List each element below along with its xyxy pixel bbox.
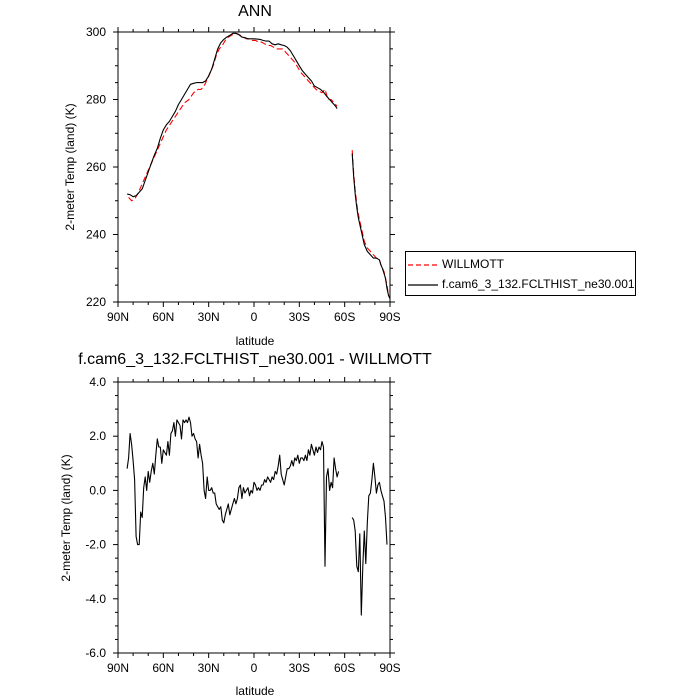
- series-0-line-segment-1: [351, 462, 388, 616]
- legend-swatch-solid-black: [408, 284, 438, 286]
- legend-item-willmott: WILLMOTT: [406, 256, 635, 276]
- y-tick-label: 260: [86, 160, 106, 174]
- legend-swatch-dashed-red: [408, 264, 438, 266]
- x-tick-label: 30N: [198, 310, 220, 324]
- y-tick-label: 4.0: [89, 375, 106, 389]
- top-plot-frame: [117, 31, 391, 303]
- y-tick-label: -2.0: [85, 538, 106, 552]
- bottom-plot-frame: [117, 381, 391, 654]
- y-tick-label: 280: [86, 93, 106, 107]
- series-1-line-segment-0: [126, 32, 338, 198]
- series-1-line-segment-1: [351, 153, 391, 299]
- x-tick-label: 90N: [107, 661, 129, 675]
- top-y-axis-label: 2-meter Temp (land) (K): [63, 103, 77, 230]
- y-tick-label: -4.0: [85, 592, 106, 606]
- legend-item-model: f.cam6_3_132.FCLTHIST_ne30.001: [406, 276, 635, 296]
- top-chart-title: ANN: [238, 3, 272, 20]
- series-0-line-segment-0: [126, 416, 340, 567]
- legend-label: WILLMOTT: [442, 257, 504, 271]
- series-0-line-segment-0: [128, 33, 338, 202]
- x-tick-label: 90S: [379, 661, 400, 675]
- legend-label: f.cam6_3_132.FCLTHIST_ne30.001: [442, 277, 635, 291]
- y-tick-label: 240: [86, 228, 106, 242]
- legend: WILLMOTT f.cam6_3_132.FCLTHIST_ne30.001: [405, 251, 636, 296]
- x-tick-label: 0: [251, 661, 258, 675]
- y-tick-label: 0.0: [89, 483, 106, 497]
- top-x-axis-label: latitude: [236, 334, 275, 348]
- x-tick-label: 0: [251, 310, 258, 324]
- bottom-chart-title: f.cam6_3_132.FCLTHIST_ne30.001 - WILLMOT…: [78, 351, 432, 368]
- x-tick-label: 30N: [198, 661, 220, 675]
- x-tick-label: 60N: [152, 310, 174, 324]
- x-tick-label: 30S: [289, 661, 310, 675]
- top-panel: ANN 90N 60N 30N 0 30S 60S 90S 220 240 260 280 300 l…: [63, 3, 401, 348]
- bottom-ticks: 90N 60N 30N 0 30S 60S 90S -6.0 -4.0 -2.0 0.0 2.0 4.0: [85, 375, 400, 675]
- top-series-layer: [126, 32, 391, 299]
- x-tick-label: 60S: [334, 310, 355, 324]
- x-tick-label: 60S: [334, 661, 355, 675]
- y-tick-label: 300: [86, 25, 106, 39]
- x-tick-label: 60N: [152, 661, 174, 675]
- bottom-x-axis-label: latitude: [236, 684, 275, 698]
- x-tick-label: 30S: [289, 310, 310, 324]
- y-tick-label: -6.0: [85, 646, 106, 660]
- x-tick-label: 90N: [107, 310, 129, 324]
- y-tick-label: 2.0: [89, 429, 106, 443]
- x-tick-label: 90S: [379, 310, 400, 324]
- bottom-panel: f.cam6_3_132.FCLTHIST_ne30.001 - WILLMOT…: [59, 351, 432, 698]
- top-ticks: 90N 60N 30N 0 30S 60S 90S 220 240 260 280 300: [86, 25, 401, 324]
- bottom-y-axis-label: 2-meter Temp (land) (K): [59, 454, 73, 581]
- y-tick-label: 220: [86, 295, 106, 309]
- bottom-series-layer: [126, 416, 388, 616]
